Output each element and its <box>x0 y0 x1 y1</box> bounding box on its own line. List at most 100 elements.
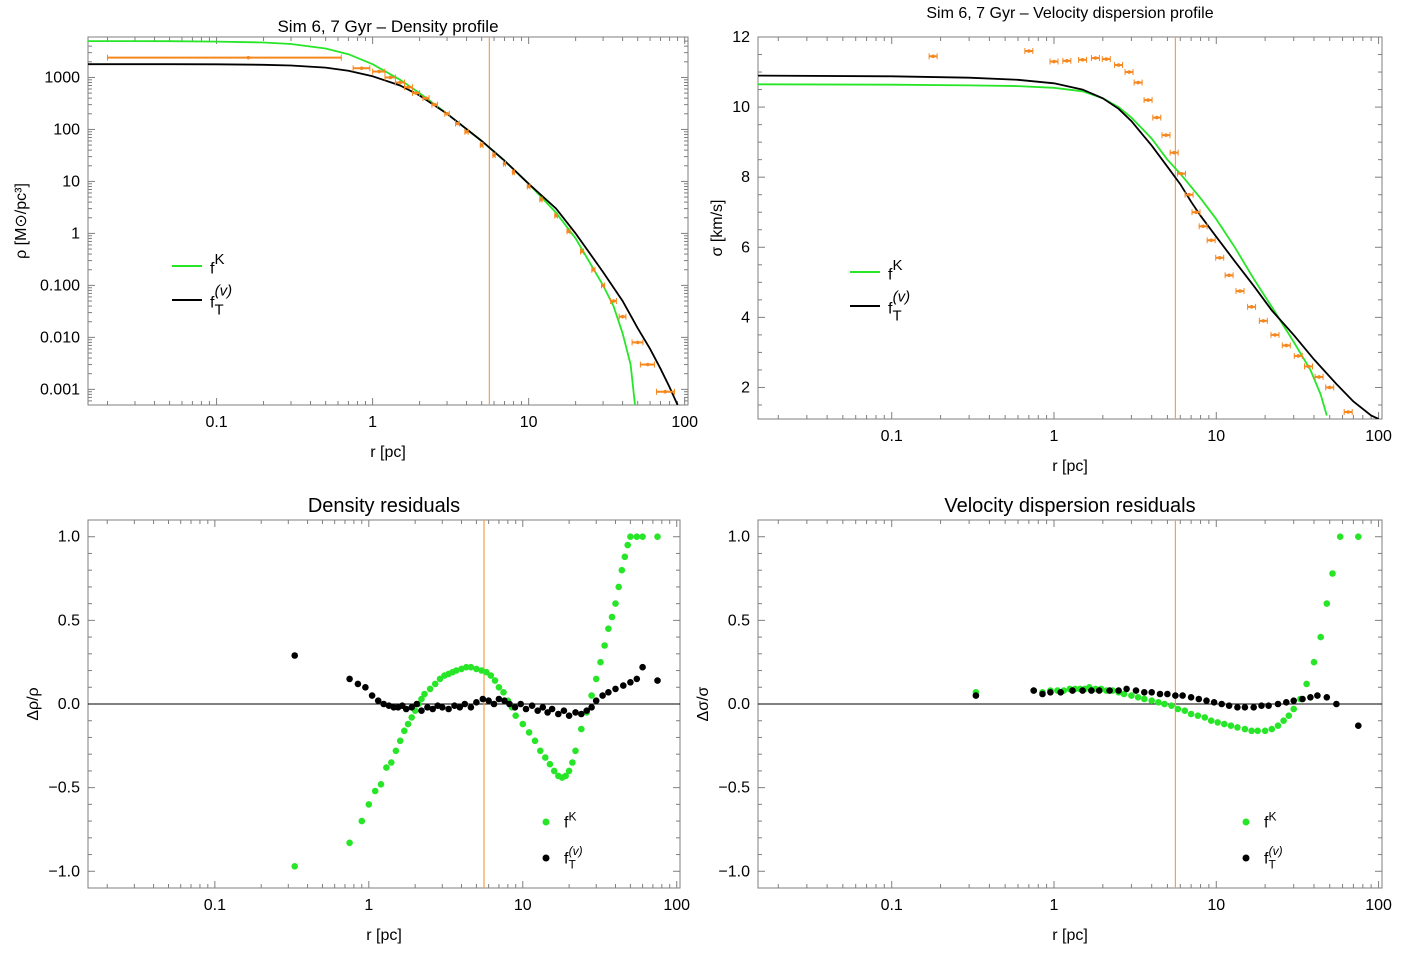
x-axis-label: r [pc] <box>370 444 406 461</box>
data-point <box>388 75 393 80</box>
data-point <box>1201 714 1209 721</box>
plot-frame <box>87 36 689 406</box>
data-point <box>1052 59 1056 64</box>
data-point <box>1104 57 1109 61</box>
x-tick-label: 10 <box>1207 428 1225 445</box>
data-point <box>1323 694 1331 701</box>
data-point <box>432 102 437 107</box>
x-tick-label: 1 <box>368 414 377 431</box>
data-point <box>408 704 416 711</box>
data-point <box>464 130 469 134</box>
data-point <box>1250 704 1257 711</box>
y-tick-label: 0.001 <box>40 381 80 398</box>
data-point <box>1132 687 1140 694</box>
data-point <box>371 787 379 795</box>
data-point <box>1128 692 1135 699</box>
data-point <box>246 55 251 60</box>
data-point <box>401 727 408 735</box>
y-tick-label: −1.0 <box>718 863 750 880</box>
data-point <box>1047 689 1054 696</box>
data-point <box>424 96 428 100</box>
data-point <box>1317 633 1324 641</box>
legend-label-ft: fT(v) <box>1264 844 1283 872</box>
data-point <box>354 680 362 688</box>
legend: fK fT(v) <box>542 809 583 871</box>
data-point <box>612 600 619 607</box>
data-point <box>560 707 568 714</box>
x-axis: 0.1 1 10 100 <box>106 520 690 914</box>
data-point <box>392 747 400 755</box>
data-point <box>365 801 373 808</box>
data-point <box>599 692 606 699</box>
data-point <box>383 764 390 771</box>
x-tick-label: 10 <box>514 897 532 914</box>
data-point <box>501 697 508 704</box>
legend-label-ft: fT(v) <box>210 283 232 319</box>
y-tick-label: −1.0 <box>48 863 80 880</box>
legend-label-fk: fK <box>1264 809 1276 831</box>
data-point <box>426 685 434 693</box>
y-tick-label: 1.0 <box>58 529 80 546</box>
data-point <box>500 689 507 696</box>
data-point <box>627 533 634 540</box>
data-point <box>406 85 411 89</box>
data-point <box>1217 255 1222 260</box>
data-point <box>461 700 469 708</box>
y-tick-label: 2 <box>741 379 750 396</box>
data-point <box>654 533 661 540</box>
data-point <box>601 642 608 649</box>
data-point <box>591 267 596 272</box>
data-point <box>539 197 543 202</box>
data-point <box>467 704 475 711</box>
data-point <box>1161 700 1168 708</box>
y-tick-label: −0.5 <box>718 780 750 797</box>
data-point <box>1284 343 1289 348</box>
chart-panel-4: Velocity dispersion residuals 0.1 1 10 100 r … <box>695 495 1392 944</box>
data-point <box>615 583 622 591</box>
x-tick-label: 100 <box>1365 428 1392 445</box>
data-point <box>456 704 464 711</box>
legend-label-fk: fK <box>888 257 902 284</box>
data-point <box>291 863 299 870</box>
legend: fK fT(v) <box>172 251 232 319</box>
data-point <box>1285 712 1293 719</box>
data-point <box>362 684 369 691</box>
x-tick-label: 10 <box>520 414 538 431</box>
data-point <box>1258 702 1265 709</box>
data-point <box>1079 687 1086 694</box>
data-point <box>578 725 585 733</box>
data-point <box>572 709 579 716</box>
chart-title: Sim 6, 7 Gyr – Density profile <box>277 17 498 36</box>
data-point <box>1187 710 1195 718</box>
data-point <box>633 675 641 683</box>
data-point <box>1296 354 1301 358</box>
data-point <box>588 692 595 699</box>
data-point <box>455 121 460 126</box>
data-point <box>1088 687 1095 694</box>
series-points-fk <box>291 533 661 870</box>
data-point <box>601 283 605 288</box>
y-axis-label: ρ [M⊙/pc³] <box>13 183 30 259</box>
y-axis-label: σ [km/s] <box>709 200 726 257</box>
data-point <box>1027 49 1031 53</box>
data-point <box>1172 692 1179 699</box>
data-point <box>517 700 524 708</box>
x-tick-label: 1 <box>1050 897 1059 914</box>
data-point <box>1265 702 1272 709</box>
data-point <box>1057 689 1064 696</box>
data-point <box>562 772 569 780</box>
y-axis: 1.0 0.5 0.0 −0.5 −1.0 <box>48 519 680 889</box>
chart-title: Velocity dispersion residuals <box>944 495 1195 517</box>
data-point <box>1093 56 1098 60</box>
data-point <box>1274 700 1282 708</box>
y-tick-label: 0.5 <box>58 612 80 629</box>
y-tick-label: 4 <box>741 309 750 326</box>
data-point <box>380 700 388 708</box>
data-point <box>1136 80 1140 85</box>
x-tick-label: 10 <box>1207 897 1225 914</box>
data-point <box>605 689 612 696</box>
y-axis: 2 4 6 8 10 12 <box>732 29 1382 406</box>
y-tick-label: −0.5 <box>48 780 80 797</box>
y-axis: 1.0 0.5 0.0 −0.5 −1.0 <box>718 519 1382 889</box>
y-tick-label: 8 <box>741 169 750 186</box>
